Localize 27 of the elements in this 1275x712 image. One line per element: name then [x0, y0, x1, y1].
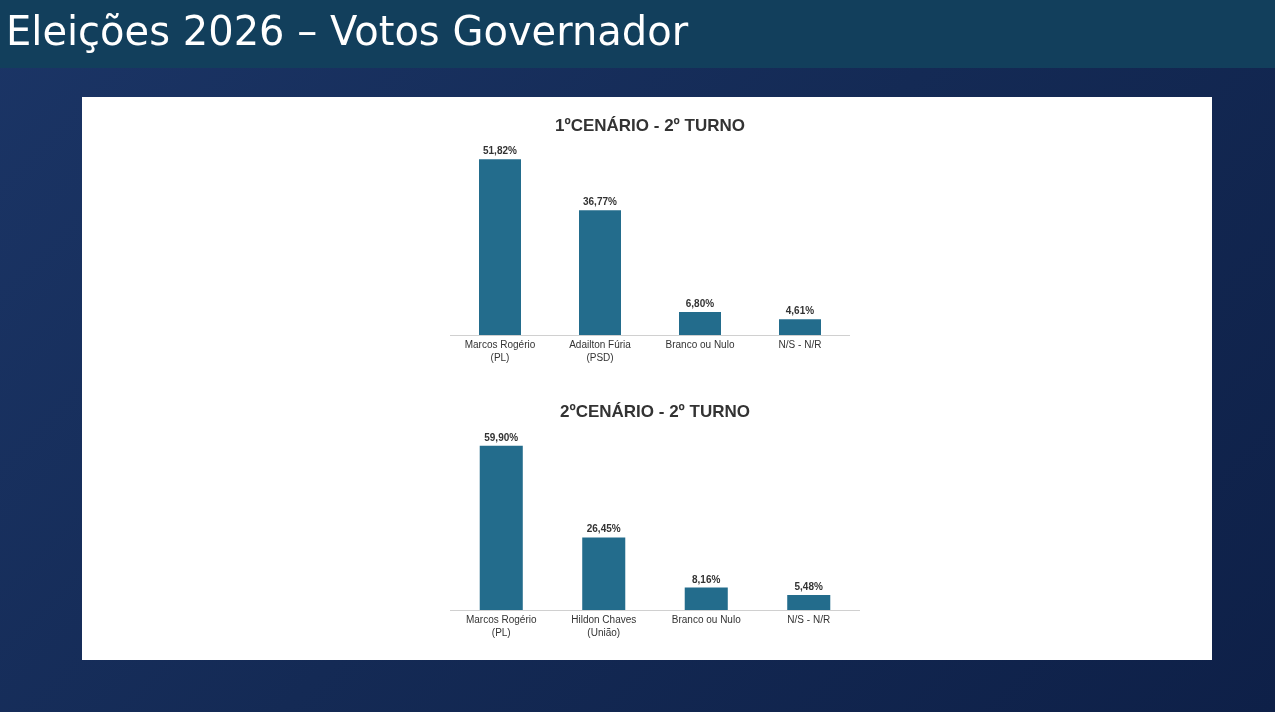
- data-label: 5,48%: [794, 580, 823, 592]
- x-tick-label: Branco ou Nulo: [665, 339, 735, 350]
- bar: [582, 537, 626, 610]
- bar: [779, 319, 821, 335]
- data-label: 59,90%: [484, 431, 519, 443]
- x-tick-label: N/S - N/R: [787, 614, 831, 625]
- bar: [679, 311, 721, 335]
- data-label: 8,16%: [692, 573, 721, 585]
- x-tick-label: N/S - N/R: [778, 339, 822, 350]
- data-label: 6,80%: [685, 297, 715, 309]
- text: Eleições 2026 – Votos Governador: [6, 8, 689, 54]
- bar: [479, 445, 523, 610]
- bar: [579, 210, 621, 335]
- bar: [479, 159, 521, 335]
- x-tick-label: Marcos Rogério (PL): [465, 614, 537, 638]
- x-tick-label: Adailton Fúria (PSD): [569, 339, 632, 363]
- chart-title: 2ºCENÁRIO - 2º TURNO: [560, 402, 750, 422]
- bar: [787, 594, 831, 610]
- data-label: 51,82%: [482, 145, 518, 157]
- x-tick-label: Hildon Chaves (União): [571, 614, 637, 638]
- chart-title: 1ºCENÁRIO - 2º TURNO: [555, 115, 745, 135]
- data-label: 4,61%: [785, 305, 815, 317]
- x-tick-label: Marcos Rogério (PL): [464, 339, 536, 363]
- bar: [684, 587, 728, 610]
- data-label: 26,45%: [586, 523, 621, 535]
- data-label: 36,77%: [582, 196, 618, 208]
- x-tick-label: Branco ou Nulo: [671, 614, 742, 625]
